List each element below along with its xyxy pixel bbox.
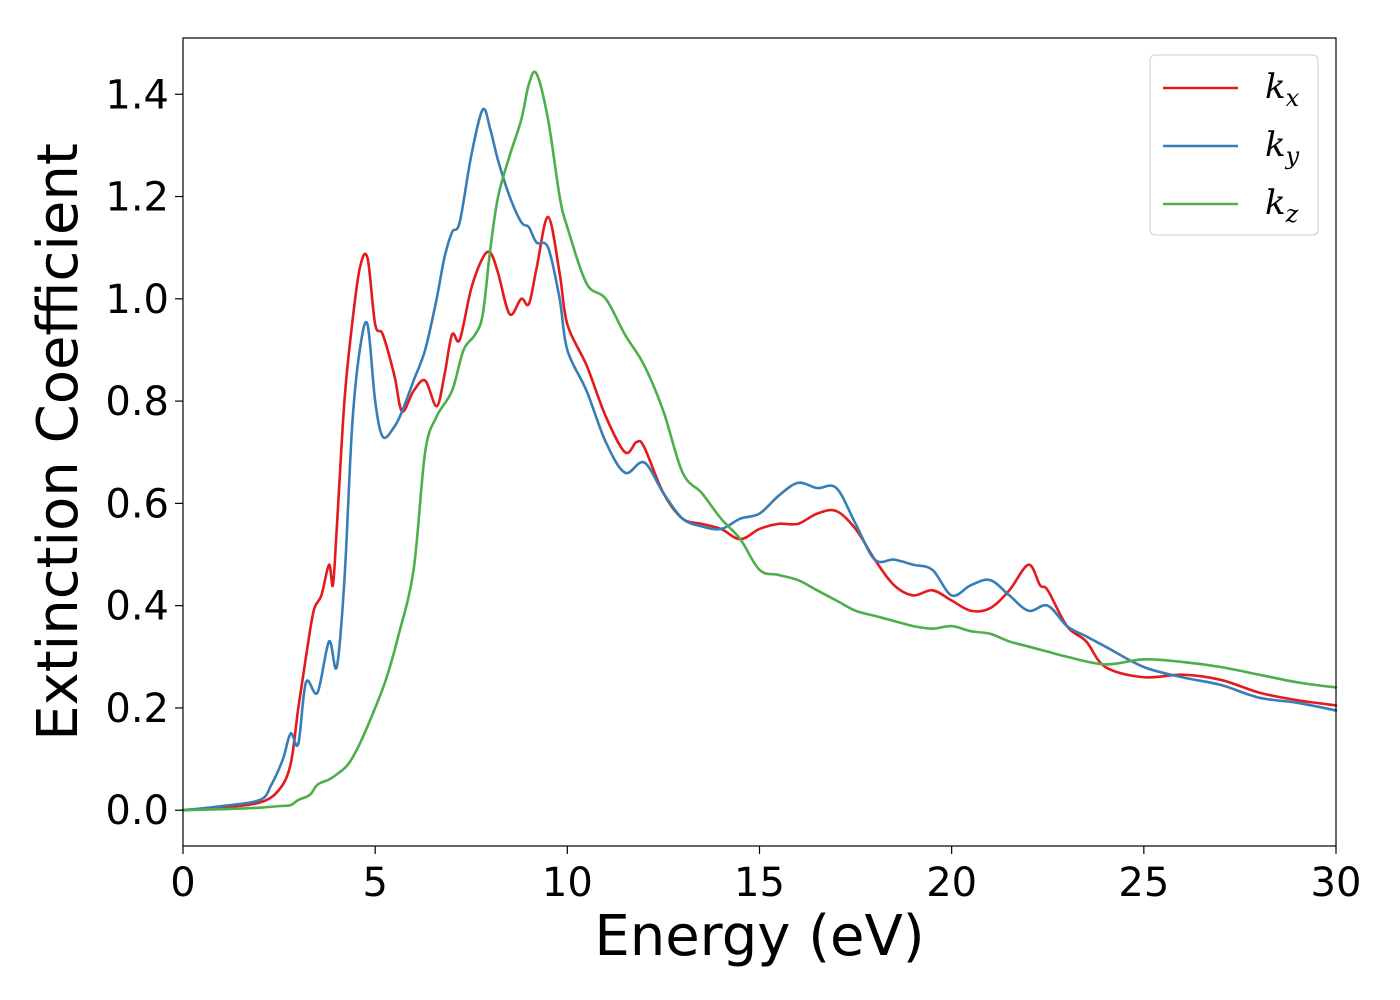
x-tick-label: 5 <box>362 860 387 906</box>
x-axis: 0 5 10 15 20 25 30 <box>170 846 1361 906</box>
x-tick-label: 0 <box>170 860 195 906</box>
x-tick-label: 20 <box>926 860 977 906</box>
y-tick-label: 1.0 <box>105 277 169 323</box>
y-tick-label: 0.0 <box>105 788 169 834</box>
x-tick-label: 25 <box>1118 860 1169 906</box>
y-axis: 0.0 0.2 0.4 0.6 0.8 1.0 1.2 1.4 <box>105 72 183 834</box>
x-axis-title: Energy (eV) <box>594 904 924 969</box>
y-tick-label: 0.6 <box>105 481 169 527</box>
y-tick-label: 0.8 <box>105 379 169 425</box>
legend-label-z: kz <box>1265 183 1299 228</box>
y-tick-label: 1.2 <box>105 175 169 221</box>
x-tick-label: 30 <box>1311 860 1362 906</box>
series-line-x <box>181 215 1338 812</box>
y-axis-title: Extinction Coefficient <box>26 143 91 741</box>
legend: kx ky kz <box>1149 54 1319 236</box>
y-tick-label: 1.4 <box>105 72 169 118</box>
legend-label-x: kx <box>1265 67 1300 112</box>
series-line-y <box>181 107 1338 812</box>
series-layer <box>181 70 1338 812</box>
x-tick-label: 10 <box>542 860 593 906</box>
y-tick-label: 0.2 <box>105 686 169 732</box>
y-tick-label: 0.4 <box>105 584 169 630</box>
legend-label-y: ky <box>1265 125 1300 170</box>
series-line-z <box>181 70 1338 812</box>
x-tick-label: 15 <box>734 860 785 906</box>
